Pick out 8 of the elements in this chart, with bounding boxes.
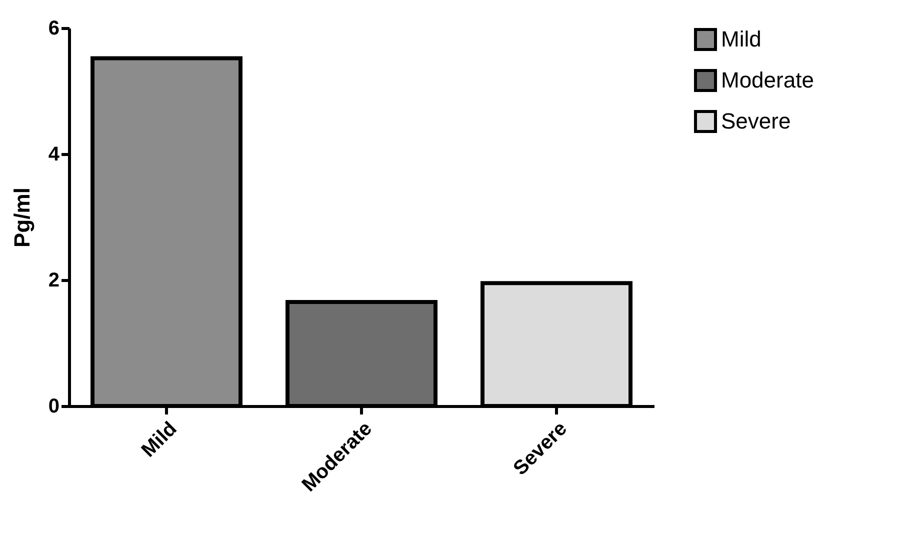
legend-label: Moderate	[721, 68, 814, 92]
y-tick-label: 0	[48, 396, 60, 418]
y-tick-label: 2	[48, 270, 60, 292]
legend-label: Severe	[721, 108, 791, 134]
y-axis-title: Pg/ml	[9, 188, 34, 248]
y-tick-label: 6	[48, 18, 60, 40]
legend-label: Mild	[721, 26, 762, 52]
y-tick-label: 4	[48, 144, 60, 166]
